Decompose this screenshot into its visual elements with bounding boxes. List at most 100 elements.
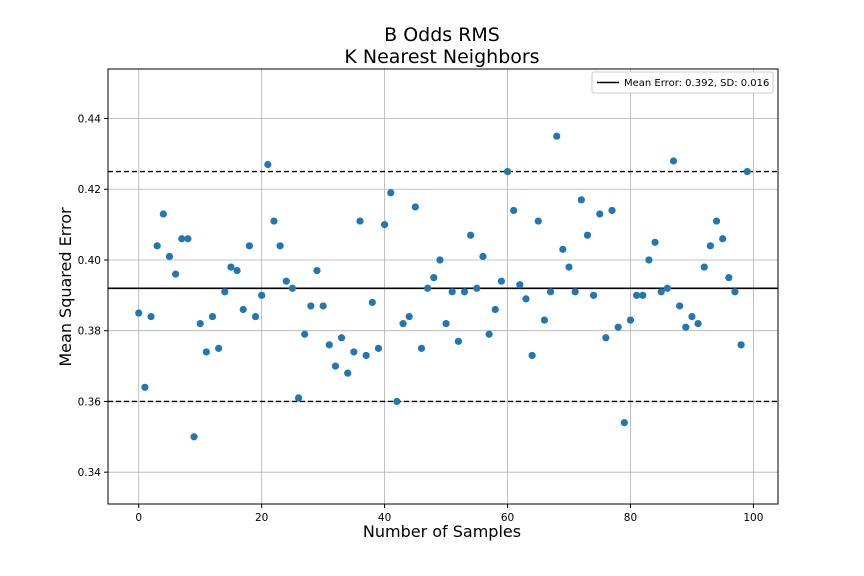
data-point [172, 270, 180, 278]
data-point [467, 231, 475, 239]
x-tick-label: 20 [255, 512, 268, 524]
data-point [676, 302, 684, 310]
data-point [553, 132, 561, 140]
y-tick-label: 0.42 [78, 184, 101, 196]
y-tick-label: 0.34 [78, 467, 102, 479]
data-point [251, 312, 260, 321]
grid [108, 69, 778, 504]
data-point [184, 235, 192, 243]
data-point [743, 167, 751, 176]
data-point [344, 369, 352, 377]
chart-title-line1: B Odds RMS [384, 24, 500, 46]
data-point [141, 383, 149, 391]
data-point [270, 217, 278, 225]
data-point [596, 210, 604, 218]
data-point [473, 284, 481, 292]
y-tick-label: 0.44 [78, 114, 102, 126]
y-axis-label: Mean Squared Error [56, 207, 75, 367]
data-point [417, 344, 426, 352]
plot-frame [107, 68, 779, 505]
data-point [516, 281, 524, 289]
data-point [485, 330, 493, 338]
data-point [436, 256, 444, 264]
data-point [331, 362, 340, 370]
x-tick-label: 100 [743, 512, 763, 524]
data-point [264, 160, 272, 169]
data-point [608, 206, 616, 215]
y-tick-label: 0.36 [78, 396, 102, 408]
data-point [454, 337, 462, 345]
data-point [700, 263, 708, 271]
x-tick-label: 60 [501, 512, 514, 524]
data-point [301, 330, 309, 338]
data-point [633, 291, 641, 299]
data-point [534, 217, 542, 225]
data-point [737, 341, 745, 349]
data-point [602, 334, 610, 342]
x-tick-label: 0 [135, 512, 142, 524]
data-point [663, 284, 671, 292]
data-point [497, 277, 505, 285]
data-point [276, 242, 284, 250]
x-tick-label: 40 [378, 512, 391, 524]
data-point [510, 206, 518, 215]
data-point [682, 323, 690, 331]
data-point [669, 157, 678, 165]
reference-lines [108, 170, 778, 403]
data-point [393, 397, 401, 406]
data-point [442, 320, 450, 328]
data-point [405, 312, 413, 321]
data-point [159, 210, 167, 218]
data-point [307, 302, 315, 310]
data-point [688, 312, 696, 321]
data-point [479, 252, 487, 261]
data-point [399, 320, 407, 328]
data-point [215, 344, 223, 352]
data-point [221, 288, 229, 296]
data-point [239, 305, 247, 314]
data-point [135, 309, 143, 317]
legend-label: Mean Error: 0.392, SD: 0.016 [624, 78, 769, 89]
data-point [540, 316, 549, 324]
data-point [165, 252, 174, 261]
data-point [294, 394, 303, 402]
y-tick-label: 0.40 [78, 255, 101, 267]
data-points [135, 132, 751, 441]
data-point [571, 288, 579, 296]
data-point [620, 419, 628, 427]
y-tick-label: 0.38 [78, 326, 101, 338]
data-point [614, 323, 622, 331]
data-point [337, 334, 346, 342]
data-point [528, 351, 536, 360]
data-point [313, 266, 321, 275]
data-point [208, 312, 217, 321]
data-point [202, 348, 210, 356]
data-point [651, 238, 659, 246]
data-point [387, 189, 395, 197]
x-axis-label: Number of Samples [363, 522, 521, 541]
legend-box [591, 71, 774, 94]
data-point [258, 291, 266, 299]
data-point [583, 231, 592, 239]
data-point [288, 284, 297, 292]
x-tick-label: 80 [624, 512, 637, 524]
data-point [233, 266, 241, 275]
data-point [325, 341, 333, 349]
data-point [694, 320, 702, 328]
data-point [546, 288, 555, 296]
data-point [424, 284, 432, 292]
data-point [639, 291, 647, 299]
data-point [196, 320, 204, 328]
data-point [626, 316, 635, 324]
data-point [374, 344, 383, 352]
data-point [227, 263, 235, 271]
data-point [448, 288, 456, 296]
data-point [731, 288, 739, 296]
data-point [190, 433, 198, 441]
data-point [362, 351, 370, 360]
data-point [719, 235, 727, 243]
data-point [411, 203, 419, 211]
data-point [178, 235, 186, 243]
data-point [491, 305, 499, 314]
